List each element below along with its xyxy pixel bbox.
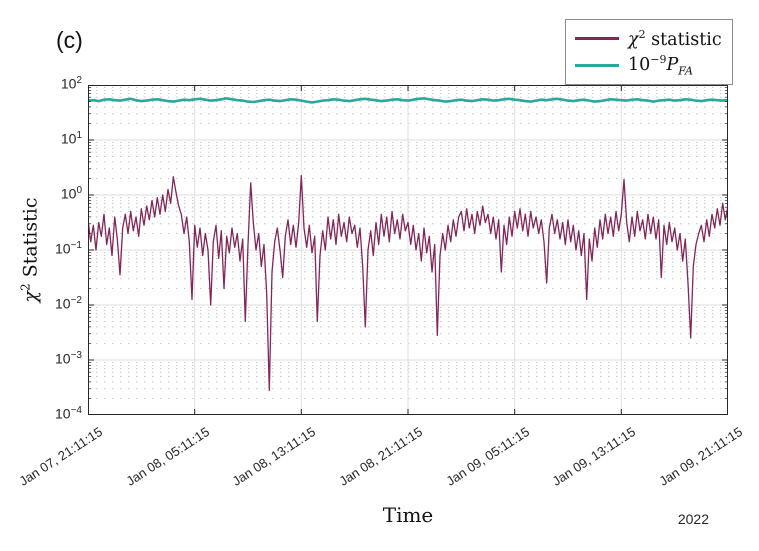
x-tick-label: Jan 09, 21:11:15 <box>656 424 746 489</box>
x-tick-label: Jan 09, 13:11:15 <box>549 424 639 489</box>
y-tick-label: 10−1 <box>55 240 82 257</box>
y-tick-label: 10−2 <box>55 295 82 312</box>
pfa-base: 10 <box>628 55 651 76</box>
x-tick-label: Jan 08, 13:11:15 <box>229 424 319 489</box>
x-tick-label: Jan 07, 21:11:15 <box>16 424 106 489</box>
y-tick-label: 102 <box>60 75 82 92</box>
chi-exponent: 2 <box>638 27 646 41</box>
legend-line-pfa <box>575 64 619 67</box>
y-tick-label: 101 <box>60 130 82 147</box>
legend-item-chi2: χ2 statistic <box>575 25 722 52</box>
legend-label-pfa: 10−9PFA <box>628 53 693 77</box>
pfa-subscript: FA <box>678 64 693 78</box>
legend-item-pfa: 10−9PFA <box>575 52 722 79</box>
x-tick-label: Jan 08, 05:11:15 <box>123 424 212 489</box>
plot-area <box>88 85 728 415</box>
axis-ticks <box>88 85 728 415</box>
chi2-series-line <box>88 175 728 391</box>
x-tick-label: Jan 08, 21:11:15 <box>336 424 426 489</box>
year-label: 2022 <box>677 511 709 527</box>
y-tick-label: 10−4 <box>55 405 82 422</box>
legend-label-chi2: χ2 statistic <box>628 28 722 50</box>
pfa-series-line <box>88 97 728 104</box>
legend-line-chi2 <box>575 37 619 40</box>
ylabel-exponent: 2 <box>18 283 33 291</box>
legend: χ2 statistic 10−9PFA <box>565 19 733 85</box>
chi-label-text: statistic <box>645 29 722 50</box>
major-gridlines <box>88 85 728 415</box>
pfa-variable: P <box>666 55 679 76</box>
x-axis-label: Time <box>382 503 434 527</box>
pfa-exponent: −9 <box>650 53 667 67</box>
y-tick-label: 100 <box>60 185 82 202</box>
chi-symbol: χ <box>628 29 639 50</box>
panel-label: (c) <box>56 27 83 53</box>
y-tick-label: 10−3 <box>55 350 82 367</box>
x-tick-label: Jan 09, 05:11:15 <box>443 424 532 489</box>
